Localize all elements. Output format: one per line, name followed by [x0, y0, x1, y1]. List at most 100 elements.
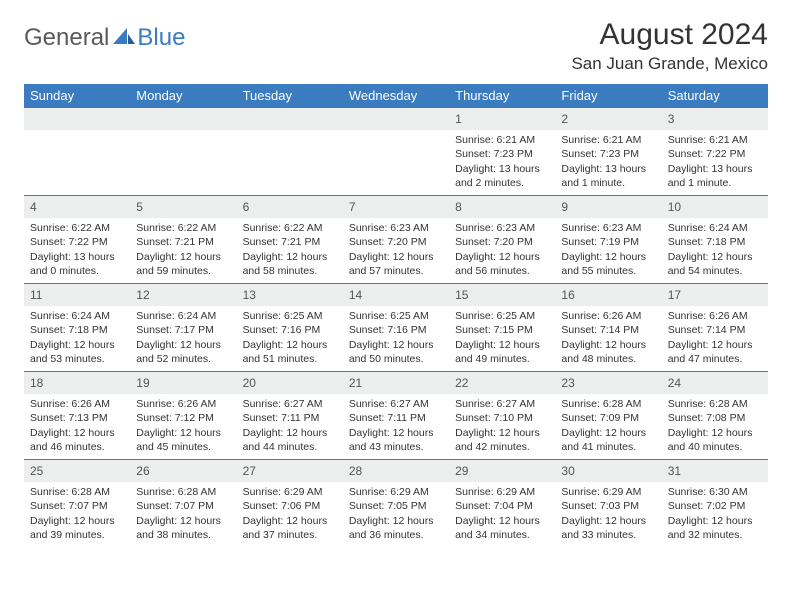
- day-number: [130, 108, 236, 130]
- day-details: Sunrise: 6:28 AMSunset: 7:07 PMDaylight:…: [130, 482, 236, 546]
- day-number: 20: [237, 372, 343, 394]
- calendar-cell: 7Sunrise: 6:23 AMSunset: 7:20 PMDaylight…: [343, 196, 449, 284]
- day-details: Sunrise: 6:21 AMSunset: 7:22 PMDaylight:…: [662, 130, 768, 194]
- calendar-body: 1Sunrise: 6:21 AMSunset: 7:23 PMDaylight…: [24, 108, 768, 548]
- day-number: 16: [555, 284, 661, 306]
- sunset-line: Sunset: 7:12 PM: [136, 411, 230, 425]
- daylight-line: Daylight: 12 hours and 51 minutes.: [243, 338, 337, 366]
- weekday-header: Wednesday: [343, 84, 449, 108]
- sunrise-line: Sunrise: 6:27 AM: [349, 397, 443, 411]
- day-number: 9: [555, 196, 661, 218]
- weekday-header: Friday: [555, 84, 661, 108]
- day-number: 12: [130, 284, 236, 306]
- day-details: Sunrise: 6:27 AMSunset: 7:11 PMDaylight:…: [237, 394, 343, 458]
- day-number: 15: [449, 284, 555, 306]
- sunset-line: Sunset: 7:20 PM: [455, 235, 549, 249]
- brand-text-2: Blue: [137, 24, 185, 52]
- calendar-row: 25Sunrise: 6:28 AMSunset: 7:07 PMDayligh…: [24, 460, 768, 548]
- sunset-line: Sunset: 7:23 PM: [455, 147, 549, 161]
- daylight-line: Daylight: 12 hours and 40 minutes.: [668, 426, 762, 454]
- daylight-line: Daylight: 12 hours and 42 minutes.: [455, 426, 549, 454]
- sunset-line: Sunset: 7:23 PM: [561, 147, 655, 161]
- sunrise-line: Sunrise: 6:28 AM: [30, 485, 124, 499]
- sunset-line: Sunset: 7:14 PM: [561, 323, 655, 337]
- daylight-line: Daylight: 12 hours and 59 minutes.: [136, 250, 230, 278]
- calendar-cell: 24Sunrise: 6:28 AMSunset: 7:08 PMDayligh…: [662, 372, 768, 460]
- day-number: 21: [343, 372, 449, 394]
- daylight-line: Daylight: 12 hours and 33 minutes.: [561, 514, 655, 542]
- day-number: 13: [237, 284, 343, 306]
- weekday-header: Saturday: [662, 84, 768, 108]
- daylight-line: Daylight: 12 hours and 34 minutes.: [455, 514, 549, 542]
- weekday-header: Sunday: [24, 84, 130, 108]
- day-details: Sunrise: 6:26 AMSunset: 7:12 PMDaylight:…: [130, 394, 236, 458]
- day-details: Sunrise: 6:26 AMSunset: 7:14 PMDaylight:…: [662, 306, 768, 370]
- calendar-cell: 9Sunrise: 6:23 AMSunset: 7:19 PMDaylight…: [555, 196, 661, 284]
- day-number: 27: [237, 460, 343, 482]
- day-number: 24: [662, 372, 768, 394]
- title-block: August 2024 San Juan Grande, Mexico: [571, 18, 768, 74]
- day-number: 5: [130, 196, 236, 218]
- day-details: Sunrise: 6:23 AMSunset: 7:19 PMDaylight:…: [555, 218, 661, 282]
- day-number: [237, 108, 343, 130]
- day-number: 19: [130, 372, 236, 394]
- calendar-row: 4Sunrise: 6:22 AMSunset: 7:22 PMDaylight…: [24, 196, 768, 284]
- sunset-line: Sunset: 7:04 PM: [455, 499, 549, 513]
- daylight-line: Daylight: 12 hours and 41 minutes.: [561, 426, 655, 454]
- day-details: Sunrise: 6:25 AMSunset: 7:15 PMDaylight:…: [449, 306, 555, 370]
- day-number: 14: [343, 284, 449, 306]
- daylight-line: Daylight: 12 hours and 47 minutes.: [668, 338, 762, 366]
- weekday-header-row: SundayMondayTuesdayWednesdayThursdayFrid…: [24, 84, 768, 108]
- daylight-line: Daylight: 13 hours and 1 minute.: [668, 162, 762, 190]
- daylight-line: Daylight: 12 hours and 32 minutes.: [668, 514, 762, 542]
- sunrise-line: Sunrise: 6:25 AM: [349, 309, 443, 323]
- day-number: 23: [555, 372, 661, 394]
- weekday-header: Monday: [130, 84, 236, 108]
- calendar-cell: 2Sunrise: 6:21 AMSunset: 7:23 PMDaylight…: [555, 108, 661, 196]
- sunset-line: Sunset: 7:22 PM: [30, 235, 124, 249]
- calendar-cell: 25Sunrise: 6:28 AMSunset: 7:07 PMDayligh…: [24, 460, 130, 548]
- day-details: Sunrise: 6:29 AMSunset: 7:06 PMDaylight:…: [237, 482, 343, 546]
- day-details: Sunrise: 6:29 AMSunset: 7:04 PMDaylight:…: [449, 482, 555, 546]
- sunrise-line: Sunrise: 6:26 AM: [561, 309, 655, 323]
- calendar-cell: 19Sunrise: 6:26 AMSunset: 7:12 PMDayligh…: [130, 372, 236, 460]
- day-number: 8: [449, 196, 555, 218]
- sunset-line: Sunset: 7:16 PM: [349, 323, 443, 337]
- day-number: 6: [237, 196, 343, 218]
- daylight-line: Daylight: 12 hours and 49 minutes.: [455, 338, 549, 366]
- sunrise-line: Sunrise: 6:27 AM: [243, 397, 337, 411]
- day-details: Sunrise: 6:23 AMSunset: 7:20 PMDaylight:…: [343, 218, 449, 282]
- calendar-row: 1Sunrise: 6:21 AMSunset: 7:23 PMDaylight…: [24, 108, 768, 196]
- sunrise-line: Sunrise: 6:24 AM: [136, 309, 230, 323]
- day-details: Sunrise: 6:29 AMSunset: 7:05 PMDaylight:…: [343, 482, 449, 546]
- day-details: Sunrise: 6:28 AMSunset: 7:08 PMDaylight:…: [662, 394, 768, 458]
- day-number: 17: [662, 284, 768, 306]
- sunrise-line: Sunrise: 6:28 AM: [136, 485, 230, 499]
- daylight-line: Daylight: 12 hours and 58 minutes.: [243, 250, 337, 278]
- sunset-line: Sunset: 7:07 PM: [136, 499, 230, 513]
- calendar-cell: 31Sunrise: 6:30 AMSunset: 7:02 PMDayligh…: [662, 460, 768, 548]
- daylight-line: Daylight: 12 hours and 36 minutes.: [349, 514, 443, 542]
- sunset-line: Sunset: 7:19 PM: [561, 235, 655, 249]
- calendar-row: 11Sunrise: 6:24 AMSunset: 7:18 PMDayligh…: [24, 284, 768, 372]
- calendar-cell: 3Sunrise: 6:21 AMSunset: 7:22 PMDaylight…: [662, 108, 768, 196]
- daylight-line: Daylight: 12 hours and 50 minutes.: [349, 338, 443, 366]
- sunset-line: Sunset: 7:07 PM: [30, 499, 124, 513]
- day-details: Sunrise: 6:27 AMSunset: 7:11 PMDaylight:…: [343, 394, 449, 458]
- day-details: Sunrise: 6:22 AMSunset: 7:22 PMDaylight:…: [24, 218, 130, 282]
- sunrise-line: Sunrise: 6:21 AM: [668, 133, 762, 147]
- day-details: Sunrise: 6:26 AMSunset: 7:13 PMDaylight:…: [24, 394, 130, 458]
- calendar-cell: 8Sunrise: 6:23 AMSunset: 7:20 PMDaylight…: [449, 196, 555, 284]
- calendar-cell: 30Sunrise: 6:29 AMSunset: 7:03 PMDayligh…: [555, 460, 661, 548]
- calendar-cell: 18Sunrise: 6:26 AMSunset: 7:13 PMDayligh…: [24, 372, 130, 460]
- sunrise-line: Sunrise: 6:23 AM: [349, 221, 443, 235]
- day-details: Sunrise: 6:27 AMSunset: 7:10 PMDaylight:…: [449, 394, 555, 458]
- sunrise-line: Sunrise: 6:29 AM: [561, 485, 655, 499]
- sunset-line: Sunset: 7:22 PM: [668, 147, 762, 161]
- calendar-cell: 22Sunrise: 6:27 AMSunset: 7:10 PMDayligh…: [449, 372, 555, 460]
- sunrise-line: Sunrise: 6:29 AM: [349, 485, 443, 499]
- sunset-line: Sunset: 7:05 PM: [349, 499, 443, 513]
- calendar-cell: 23Sunrise: 6:28 AMSunset: 7:09 PMDayligh…: [555, 372, 661, 460]
- sunset-line: Sunset: 7:21 PM: [136, 235, 230, 249]
- brand-text-1: General: [24, 24, 109, 52]
